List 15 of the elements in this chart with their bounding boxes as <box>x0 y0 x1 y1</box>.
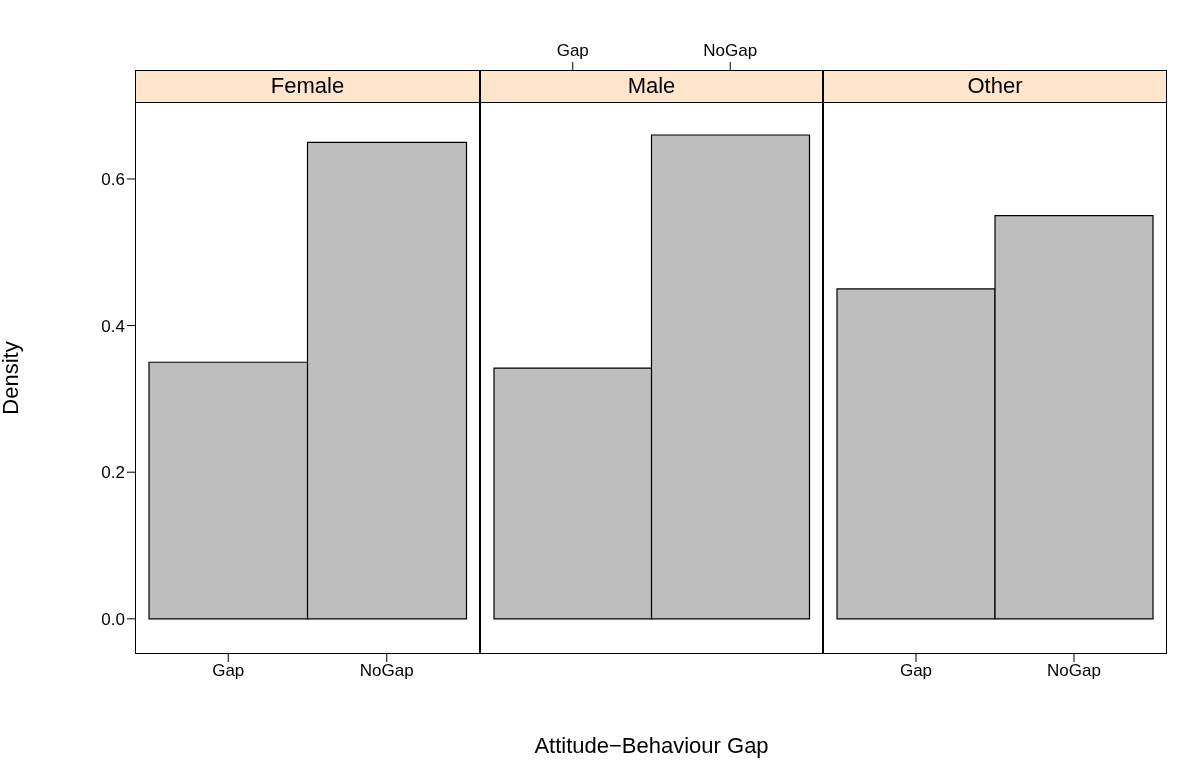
y-tick-label: 0.2 <box>101 463 125 483</box>
x-tick-label: Gap <box>556 41 589 60</box>
y-tick-label: 0.4 <box>101 316 125 336</box>
chart-title: Female <box>135 70 480 103</box>
x-axis-title: Attitude−Behaviour Gap <box>533 733 770 759</box>
x-tick-label: NoGap <box>359 661 414 681</box>
y-tick-label: 0.6 <box>101 170 125 190</box>
x-tick-label: NoGap <box>1047 661 1101 681</box>
chart-title: Male <box>480 70 823 103</box>
y-axis-title: Density <box>0 341 23 415</box>
x-tick-label: NoGap <box>703 41 758 60</box>
y-tick-label: 0.0 <box>101 609 125 629</box>
x-tick-label: Gap <box>899 661 933 681</box>
x-tick-label: Gap <box>212 661 245 681</box>
chart-title: Other <box>823 70 1167 103</box>
